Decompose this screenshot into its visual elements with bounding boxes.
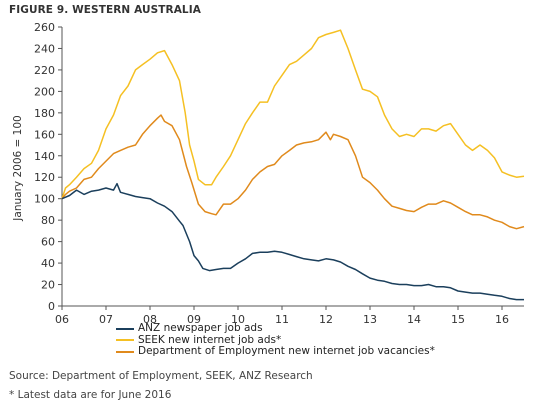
y-tick-label: 220	[34, 64, 55, 77]
x-tick-label: 08	[143, 313, 157, 326]
legend-label-seek: SEEK new internet job ads*	[138, 333, 282, 346]
legend-swatch-seek	[116, 339, 134, 342]
chart-legend: ANZ newspaper job ads SEEK new internet …	[116, 322, 435, 358]
y-tick-label: 120	[34, 171, 55, 184]
x-tick-label: 10	[231, 313, 245, 326]
x-tick-label: 13	[363, 313, 377, 326]
y-tick-label: 40	[41, 257, 55, 270]
x-tick-label: 11	[275, 313, 289, 326]
source-note: Source: Department of Employment, SEEK, …	[9, 370, 313, 382]
legend-item-doe: Department of Employment new internet jo…	[116, 345, 435, 358]
footnote: * Latest data are for June 2016	[9, 389, 172, 401]
chart-axes: 0 20 40 60 80 100 120 140 160 180 200 220 240 260 06 07…	[34, 21, 524, 326]
legend-swatch-anz	[116, 327, 134, 330]
figure-title: FIGURE 9. WESTERN AUSTRALIA	[9, 4, 201, 16]
x-tick-label: 14	[407, 313, 421, 326]
x-tick-label: 16	[495, 313, 509, 326]
chart-series	[61, 29, 525, 301]
x-tick-label: 15	[451, 313, 465, 326]
y-tick-label: 100	[34, 193, 55, 206]
line-chart: 0 20 40 60 80 100 120 140 160 180 200 220 240 260 06 07…	[12, 21, 525, 326]
legend-item-seek: SEEK new internet job ads*	[116, 333, 435, 347]
x-tick-label: 06	[55, 313, 69, 326]
legend-item-anz: ANZ newspaper job ads	[116, 322, 435, 335]
y-tick-label: 20	[41, 279, 55, 292]
y-tick-label: 180	[34, 107, 55, 120]
x-tick-label: 12	[319, 313, 333, 326]
y-tick-label: 200	[34, 85, 55, 98]
y-tick-label: 80	[41, 214, 55, 227]
y-tick-label: 240	[34, 42, 55, 55]
x-tick-label: 09	[187, 313, 201, 326]
y-tick-label: 0	[48, 300, 55, 313]
series-line-0	[61, 182, 524, 301]
y-tick-label: 140	[34, 150, 55, 163]
x-tick-label: 07	[99, 313, 113, 326]
series-line-1	[61, 29, 525, 199]
legend-label-anz: ANZ newspaper job ads	[138, 322, 263, 334]
legend-label-doe: Department of Employment new internet jo…	[138, 345, 435, 357]
y-tick-label: 160	[34, 128, 55, 141]
legend-swatch-doe	[116, 350, 134, 353]
y-tick-label: 60	[41, 236, 55, 249]
y-axis-label: January 2006 = 100	[12, 115, 24, 221]
series-line-2	[61, 114, 525, 230]
y-tick-label: 260	[34, 21, 55, 34]
